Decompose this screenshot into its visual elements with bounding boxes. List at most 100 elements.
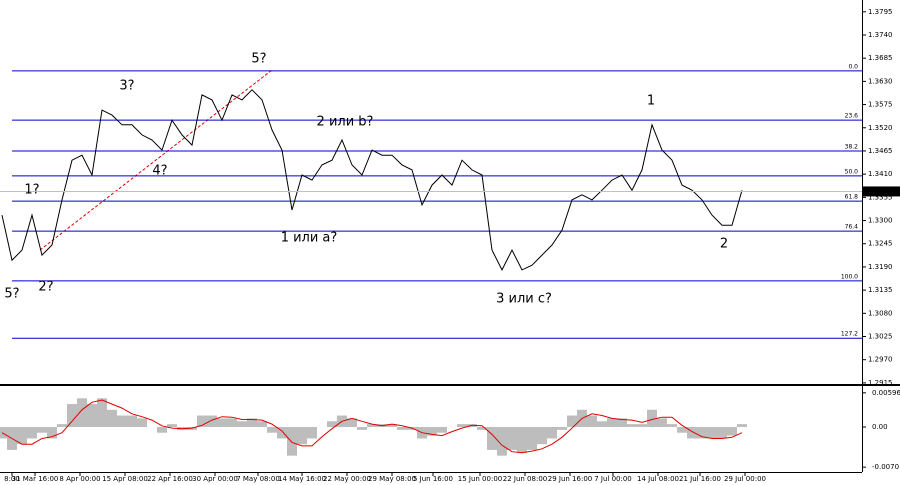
- macd-bar: [227, 418, 237, 427]
- y-tick-label: 0.00596: [872, 389, 900, 397]
- macd-bar: [347, 418, 357, 427]
- fib-label: 76.4: [845, 224, 859, 231]
- macd-bar: [717, 426, 727, 439]
- y-tick-label: 1.3465: [868, 147, 893, 155]
- wave-label: 1?: [24, 183, 39, 198]
- macd-bar: [247, 418, 257, 427]
- y-tick-label: 1.3300: [868, 217, 893, 225]
- macd-bar: [727, 426, 737, 436]
- macd-bar: [107, 409, 117, 427]
- x-tick-label: 22 Apr 16:00: [147, 475, 193, 483]
- macd-bar: [137, 418, 147, 427]
- macd-bar: [67, 404, 77, 427]
- last-price-box: [863, 186, 900, 197]
- macd-bar: [667, 424, 677, 427]
- macd-bar: [397, 426, 407, 430]
- macd-bar: [497, 426, 507, 456]
- macd-bar: [267, 426, 277, 433]
- x-tick-label: 7 Jul 00:00: [594, 475, 632, 483]
- y-tick-label: 1.3520: [868, 124, 893, 132]
- wave-label: 5?: [251, 52, 266, 67]
- macd-bar: [197, 415, 207, 427]
- macd-bar: [537, 426, 547, 445]
- macd-bar: [587, 415, 597, 427]
- y-tick-label: 1.2915: [868, 379, 893, 387]
- x-tick-label: 7 May 08:00: [236, 475, 280, 483]
- x-tick-label: 29 Jun 16:00: [548, 475, 592, 483]
- macd-bar: [567, 415, 577, 427]
- macd-bar: [477, 426, 487, 430]
- macd-bar: [427, 426, 437, 436]
- x-tick-label: 8 Apr 00:00: [59, 475, 100, 483]
- macd-bar: [617, 418, 627, 427]
- y-tick-label: 1.3025: [868, 333, 893, 341]
- macd-bar: [87, 404, 97, 427]
- macd-bar: [517, 426, 527, 453]
- macd-bar: [627, 424, 637, 427]
- y-tick-label: 1.3575: [868, 101, 893, 109]
- x-tick-label: 31 Mar 16:00: [12, 475, 59, 483]
- macd-bar: [527, 426, 537, 450]
- wave-label: 2: [720, 237, 728, 252]
- x-tick-label: 30 Apr 00:00: [192, 475, 238, 483]
- macd-bar: [687, 426, 697, 439]
- macd-bar: [287, 426, 297, 456]
- macd-bar: [17, 426, 27, 445]
- fib-label: 0.0: [848, 63, 858, 70]
- macd-bar: [27, 426, 37, 439]
- y-tick-label: 1.3245: [868, 240, 893, 248]
- wave-label: 4?: [152, 164, 167, 179]
- wave-label: 5?: [4, 287, 19, 302]
- fib-label: 61.8: [845, 194, 859, 201]
- macd-bar: [97, 398, 107, 427]
- y-tick-label: 1.3630: [868, 77, 893, 85]
- fib-label: 127.2: [841, 331, 858, 338]
- x-tick-label: 14 May 16:00: [278, 475, 326, 483]
- macd-bar: [657, 418, 667, 427]
- macd-bar: [357, 426, 367, 430]
- macd-bar: [327, 421, 337, 427]
- fib-label: 23.6: [845, 113, 859, 120]
- x-tick-label: 22 May 00:00: [323, 475, 371, 483]
- macd-bar: [167, 424, 177, 427]
- last-price-label: 1.3369: [868, 187, 893, 195]
- x-tick-label: 29 Jul 00:00: [724, 475, 766, 483]
- macd-bar: [157, 426, 167, 433]
- x-tick-label: 21 Jul 16:00: [679, 475, 721, 483]
- macd-bar: [457, 424, 467, 427]
- x-tick-label: 8:00: [4, 475, 20, 483]
- macd-bar: [437, 426, 447, 433]
- x-tick-label: 14 Jul 08:00: [637, 475, 679, 483]
- wave-label: 3?: [119, 79, 134, 94]
- macd-bar: [307, 426, 317, 439]
- y-tick-label: 0.00: [872, 423, 888, 431]
- y-tick-label: 1.3080: [868, 309, 893, 317]
- x-tick-label: 22 Jun 08:00: [503, 475, 547, 483]
- wave-label: 1: [647, 94, 655, 109]
- macd-bar: [487, 426, 497, 450]
- y-tick-label: 1.3740: [868, 31, 893, 39]
- macd-bar: [677, 426, 687, 433]
- y-tick-label: -0.0070: [872, 463, 899, 471]
- macd-bar: [297, 426, 307, 445]
- macd-bar: [647, 409, 657, 427]
- macd-bar: [607, 418, 617, 427]
- macd-bar: [277, 426, 287, 439]
- macd-bar: [557, 426, 567, 430]
- macd-bar: [547, 426, 557, 439]
- macd-bar: [217, 418, 227, 427]
- macd-bar: [117, 415, 127, 427]
- macd-bar: [37, 426, 47, 433]
- fib-label: 100.0: [841, 273, 858, 280]
- macd-bar: [387, 424, 397, 427]
- trend-line: [39, 69, 273, 251]
- y-tick-label: 1.3355: [868, 193, 893, 201]
- signal-line: [1, 399, 743, 454]
- y-tick-label: 1.3685: [868, 54, 893, 62]
- fib-label: 38.2: [845, 143, 859, 150]
- x-tick-label: 15 Apr 08:00: [102, 475, 148, 483]
- y-tick-label: 1.3795: [868, 8, 893, 16]
- macd-bar: [737, 424, 747, 427]
